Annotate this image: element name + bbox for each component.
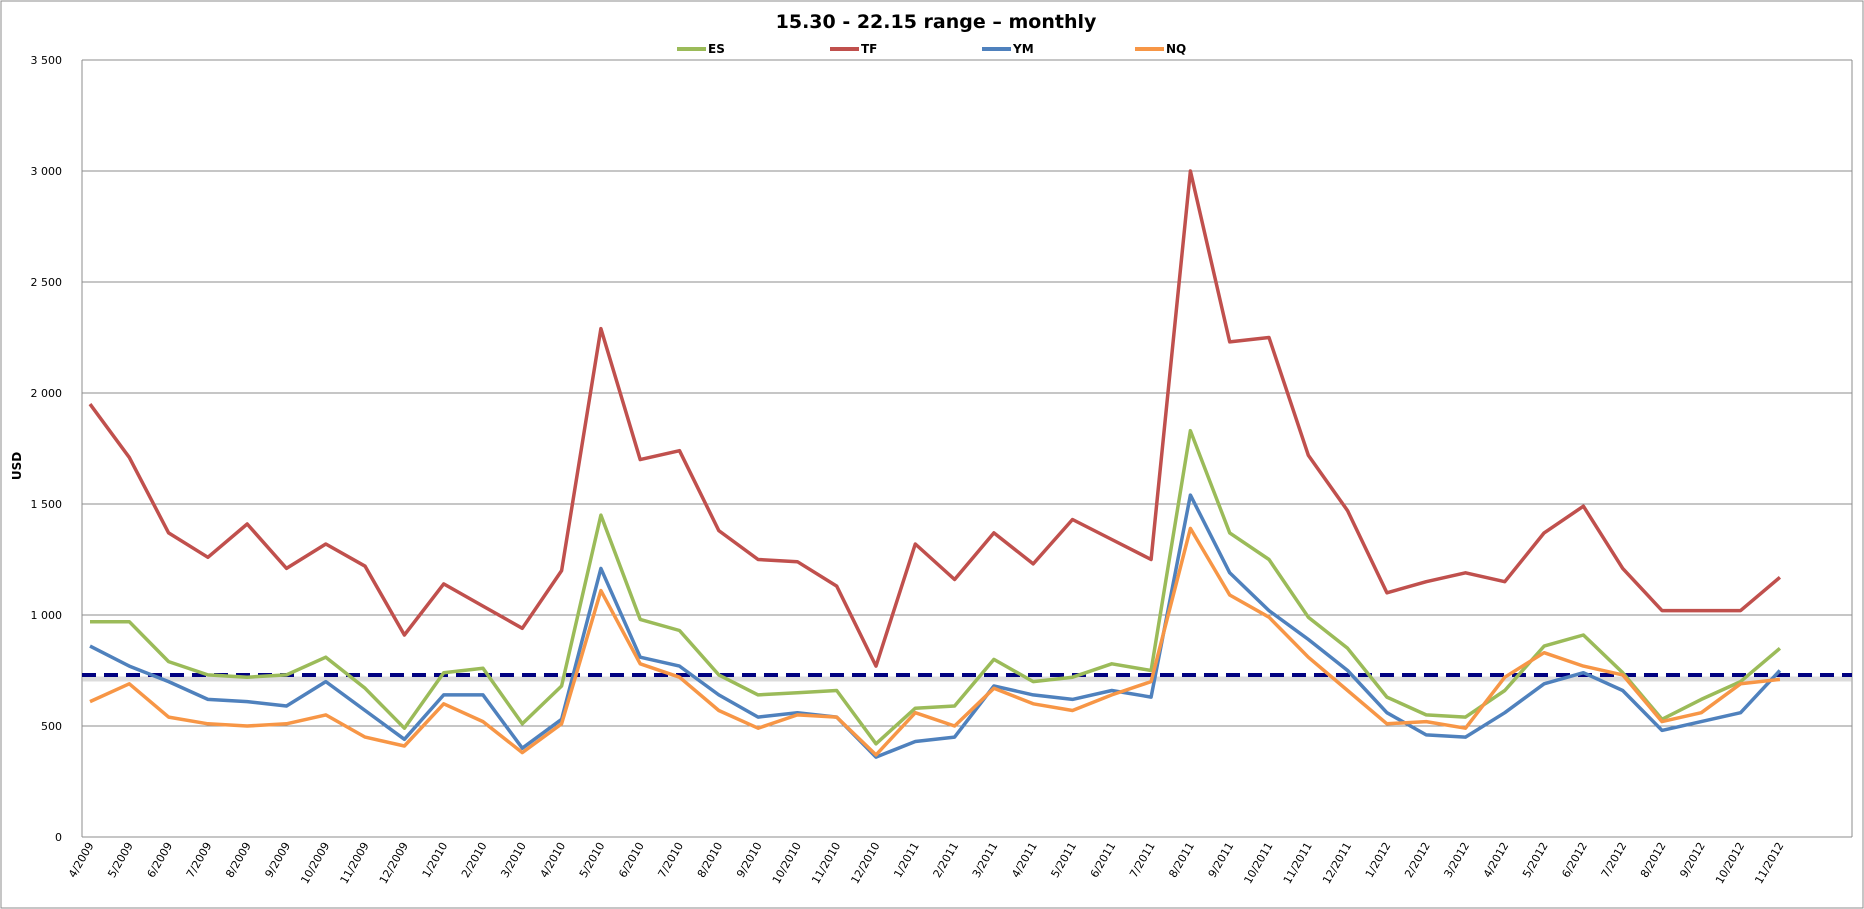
- y-axis-label: USD: [10, 452, 24, 480]
- y-tick-label: 3 500: [31, 54, 63, 67]
- y-tick-label: 3 000: [31, 165, 63, 178]
- series-line-es: [90, 428, 1782, 746]
- legend-label: ES: [708, 42, 725, 56]
- y-tick-label: 2 500: [31, 276, 63, 289]
- legend-label: TF: [861, 42, 877, 56]
- y-tick-label: 1 000: [31, 609, 63, 622]
- legend-item-tf: TF: [830, 42, 877, 56]
- legend-label: YM: [1012, 42, 1034, 56]
- legend-label: NQ: [1166, 42, 1186, 56]
- series-line-nq: [89, 526, 1781, 757]
- legend-item-nq: NQ: [1135, 42, 1186, 56]
- chart-title: 15.30 - 22.15 range – monthly: [776, 11, 1097, 33]
- series-line-tf: [88, 169, 1782, 668]
- y-tick-label: 500: [41, 720, 62, 733]
- y-tick-label: 0: [55, 831, 62, 844]
- legend-item-ym: YM: [982, 42, 1034, 56]
- legend-item-es: ES: [677, 42, 725, 56]
- y-tick-label: 2 000: [31, 387, 63, 400]
- series-line-ym: [89, 493, 1782, 759]
- y-tick-label: 1 500: [31, 498, 63, 511]
